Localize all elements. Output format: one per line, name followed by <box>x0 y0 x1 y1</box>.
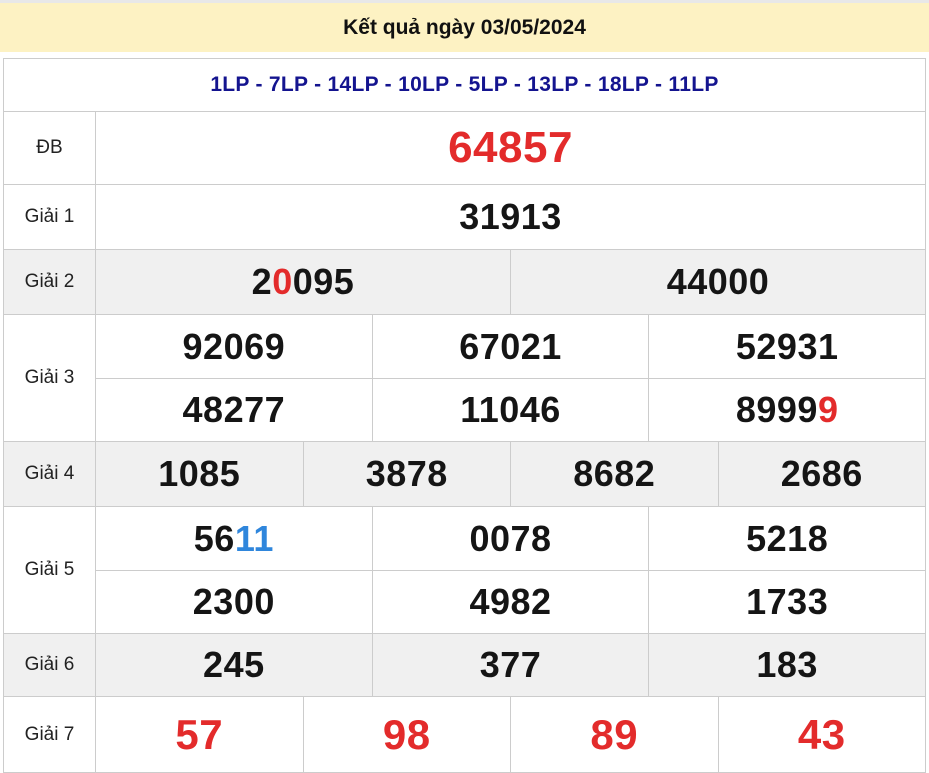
prize-number: 52931 <box>648 315 925 378</box>
prize-number: 44000 <box>510 250 925 314</box>
digit-group-black: 095 <box>292 261 355 302</box>
digit-group-black: 8682 <box>573 453 656 494</box>
prize-row-g5: Giải 5 56 11 0078 5218 2300 4982 1733 <box>4 506 925 633</box>
prize-label: ĐB <box>4 112 96 184</box>
page-title: Kết quả ngày 03/05/2024 <box>0 3 929 52</box>
prize-values: 1085 3878 8682 2686 <box>96 442 925 506</box>
prize-number: 2 0 095 <box>96 250 510 314</box>
prize-label: Giải 2 <box>4 250 96 314</box>
prize-number: 4982 <box>371 571 649 633</box>
digit-group-black: 4982 <box>469 581 552 622</box>
prize-number: 92069 <box>96 315 372 378</box>
digit-group-black: 44000 <box>666 261 770 302</box>
top-strip <box>0 0 929 3</box>
lottery-results-table: 1LP - 7LP - 14LP - 10LP - 5LP - 13LP - 1… <box>3 58 926 773</box>
prize-rows-container: ĐB 64857 Giải 1 31913 Giải 2 2 0 095 44000 Giải 3… <box>4 111 925 772</box>
prize-number: 31913 <box>96 185 925 249</box>
prize-label: Giải 5 <box>4 507 96 633</box>
value-line: 2300 4982 1733 <box>96 570 925 633</box>
value-line: 31913 <box>96 185 925 249</box>
prize-row-g1: Giải 1 31913 <box>4 184 925 249</box>
digit-group-black: 2686 <box>780 453 863 494</box>
digit-group-black: 183 <box>756 644 818 685</box>
digit-group-black: 8999 <box>735 389 818 430</box>
prize-number: 8999 9 <box>648 379 925 441</box>
value-line: 92069 67021 52931 <box>96 315 925 378</box>
prize-number: 8682 <box>510 442 718 506</box>
prize-number: 43 <box>717 697 926 772</box>
digit-group-red: 57 <box>175 710 224 758</box>
digit-group-red: 43 <box>797 710 846 758</box>
prize-number: 245 <box>96 634 372 696</box>
digit-group-black: 1733 <box>746 581 829 622</box>
prize-number: 57 <box>96 697 303 772</box>
digit-group-black: 245 <box>203 644 265 685</box>
prize-row-g2: Giải 2 2 0 095 44000 <box>4 249 925 314</box>
digit-group-red: 89 <box>590 710 639 758</box>
value-line: 64857 <box>96 112 925 184</box>
digit-group-red: 0 <box>272 261 293 302</box>
digit-group-black: 1085 <box>158 453 241 494</box>
prize-values: 57 98 89 43 <box>96 697 925 772</box>
prize-number: 5218 <box>648 507 925 570</box>
prize-number: 89 <box>510 697 718 772</box>
digit-group-red: 98 <box>382 710 431 758</box>
prize-number: 1085 <box>96 442 303 506</box>
value-line: 245 377 183 <box>96 634 925 696</box>
digit-group-black: 48277 <box>182 389 286 430</box>
digit-group-black: 5218 <box>746 517 829 559</box>
prize-number: 2686 <box>717 442 926 506</box>
digit-group-black: 67021 <box>459 325 562 367</box>
prize-number: 48277 <box>96 379 372 441</box>
digit-group-blue: 11 <box>234 517 274 559</box>
value-line: 1085 3878 8682 2686 <box>96 442 925 506</box>
prize-number: 2300 <box>96 571 372 633</box>
digit-group-black: 2 <box>251 261 273 302</box>
station-list: 1LP - 7LP - 14LP - 10LP - 5LP - 13LP - 1… <box>210 73 719 96</box>
value-line: 2 0 095 44000 <box>96 250 925 314</box>
value-line: 57 98 89 43 <box>96 697 925 772</box>
prize-number: 98 <box>302 697 511 772</box>
prize-values: 31913 <box>96 185 925 249</box>
prize-number: 0078 <box>371 507 649 570</box>
digit-group-black: 92069 <box>182 325 286 367</box>
prize-number: 3878 <box>302 442 511 506</box>
prize-values: 92069 67021 52931 48277 11046 8999 9 <box>96 315 925 441</box>
digit-group-black: 52931 <box>735 325 839 367</box>
prize-row-g6: Giải 6 245 377 183 <box>4 633 925 696</box>
prize-number: 377 <box>371 634 649 696</box>
prize-values: 56 11 0078 5218 2300 4982 1733 <box>96 507 925 633</box>
prize-label: Giải 1 <box>4 185 96 249</box>
prize-label: Giải 3 <box>4 315 96 441</box>
digit-group-black: 0078 <box>469 517 552 559</box>
value-line: 56 11 0078 5218 <box>96 507 925 570</box>
prize-values: 2 0 095 44000 <box>96 250 925 314</box>
prize-row-db: ĐB 64857 <box>4 111 925 184</box>
digit-group-black: 56 <box>193 517 235 559</box>
prize-values: 64857 <box>96 112 925 184</box>
prize-row-g3: Giải 3 92069 67021 52931 48277 11046 8999 9 <box>4 314 925 441</box>
prize-number: 11046 <box>371 379 649 441</box>
digit-group-black: 11046 <box>460 389 561 430</box>
prize-number: 183 <box>648 634 925 696</box>
prize-label: Giải 7 <box>4 697 96 772</box>
prize-label: Giải 4 <box>4 442 96 506</box>
prize-row-g4: Giải 4 1085 3878 8682 2686 <box>4 441 925 506</box>
prize-number: 1733 <box>648 571 925 633</box>
digit-group-red: 64857 <box>448 123 573 172</box>
digit-group-black: 31913 <box>459 196 562 237</box>
value-line: 48277 11046 8999 9 <box>96 378 925 441</box>
prize-number: 64857 <box>96 112 925 184</box>
digit-group-black: 3878 <box>365 453 448 494</box>
digit-group-red: 9 <box>817 389 839 430</box>
prize-row-g7: Giải 7 57 98 89 43 <box>4 696 925 772</box>
prize-number: 67021 <box>371 315 649 378</box>
digit-group-black: 2300 <box>192 581 275 622</box>
prize-label: Giải 6 <box>4 634 96 696</box>
digit-group-black: 377 <box>479 644 542 685</box>
prize-number: 56 11 <box>96 507 372 570</box>
prize-values: 245 377 183 <box>96 634 925 696</box>
